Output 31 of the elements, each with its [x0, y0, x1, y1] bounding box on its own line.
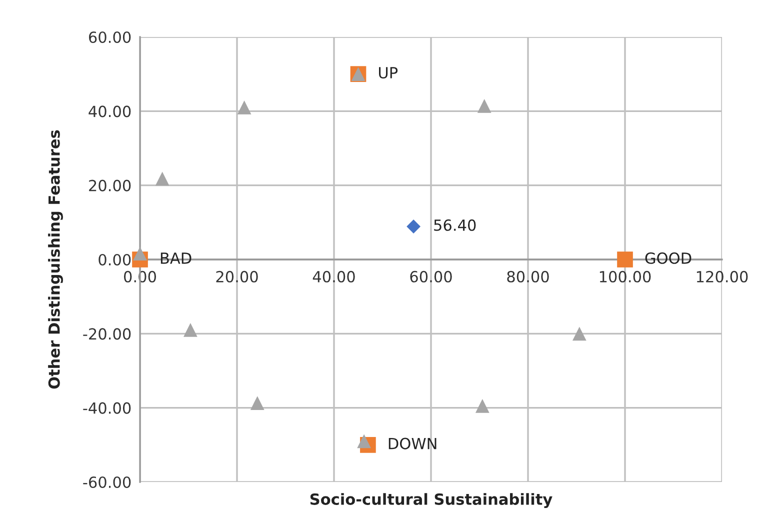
x-tick-label: 80.00	[507, 270, 549, 282]
x-axis-title: Socio-cultural Sustainability	[310, 493, 552, 508]
x-tick-label: 120.00	[696, 270, 748, 282]
point	[183, 323, 198, 337]
y-tick-label: 40.00	[88, 106, 131, 118]
annotation: UP	[379, 67, 398, 79]
point	[617, 252, 633, 268]
y-tick-label: -40.00	[83, 402, 131, 414]
point	[357, 434, 372, 448]
y-tick-label: -20.00	[83, 328, 131, 340]
point	[237, 100, 252, 114]
x-tick-label: 40.00	[312, 270, 355, 282]
y-tick-label: 0.00	[98, 254, 131, 266]
y-tick-label: 60.00	[88, 31, 131, 44]
annotation: 56.40	[434, 219, 476, 231]
point	[133, 246, 147, 261]
point	[250, 396, 264, 410]
x-tick-label: 60.00	[410, 270, 452, 282]
annotation: DOWN	[388, 438, 436, 450]
point	[475, 399, 490, 413]
point	[572, 326, 586, 341]
point	[477, 99, 492, 113]
point	[155, 172, 170, 186]
x-tick-label: 20.00	[216, 270, 258, 282]
y-tick-label: 20.00	[89, 180, 131, 192]
y-tick-label: -60.00	[83, 476, 131, 488]
y-axis-title: Other Distinguishing Features	[48, 130, 63, 389]
point	[406, 220, 420, 234]
annotation: GOOD	[645, 252, 692, 264]
annotation: BAD	[160, 252, 192, 264]
x-tick-label: 100.00	[600, 270, 651, 282]
